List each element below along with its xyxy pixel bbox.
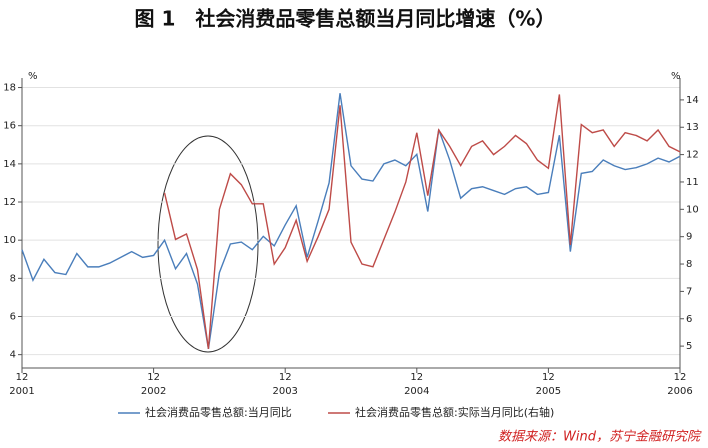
y-tick-label: 16: [3, 121, 16, 132]
y2-tick-label: 11: [686, 177, 699, 188]
y-tick-label: 18: [3, 83, 16, 94]
x-tick-label: 12 2003: [272, 372, 297, 397]
y2-unit: %: [671, 71, 681, 82]
x-tick-label: 12 2006: [667, 372, 692, 397]
x-tick-label: 12 2005: [536, 372, 561, 397]
y2-tick-label: 12: [686, 150, 699, 161]
chart-title: 图 1 社会消费品零售总额当月同比增速（%）: [135, 7, 556, 31]
y2-tick-label: 8: [686, 259, 692, 270]
y2-tick-label: 6: [686, 314, 692, 325]
y-tick-label: 8: [10, 273, 16, 284]
y2-tick-label: 10: [686, 204, 699, 215]
y-tick-label: 6: [10, 311, 16, 322]
x-tick-label: 12 2001: [9, 372, 34, 397]
x-tick-label: 12 2002: [141, 372, 166, 397]
y2-tick-label: 14: [686, 95, 699, 106]
y2-tick-label: 9: [686, 232, 692, 243]
legend-label: 社会消费品零售总额:实际当月同比(右轴): [355, 405, 554, 419]
source-note: 数据来源：Wind，苏宁金融研究院: [498, 429, 702, 445]
y-tick-label: 4: [10, 350, 16, 361]
series-line: [21, 93, 681, 350]
y2-tick-label: 5: [686, 341, 692, 352]
y-unit: %: [28, 71, 38, 82]
x-tick-label: 12 2004: [404, 372, 429, 397]
y2-tick-label: 7: [686, 286, 692, 297]
y-tick-label: 12: [3, 197, 16, 208]
y-tick-label: 10: [3, 235, 16, 246]
legend-label: 社会消费品零售总额:当月同比: [145, 405, 292, 419]
y-tick-label: 14: [3, 159, 16, 170]
series-line: [163, 94, 681, 349]
y2-tick-label: 13: [686, 122, 699, 133]
highlight-ellipse: [157, 135, 259, 353]
